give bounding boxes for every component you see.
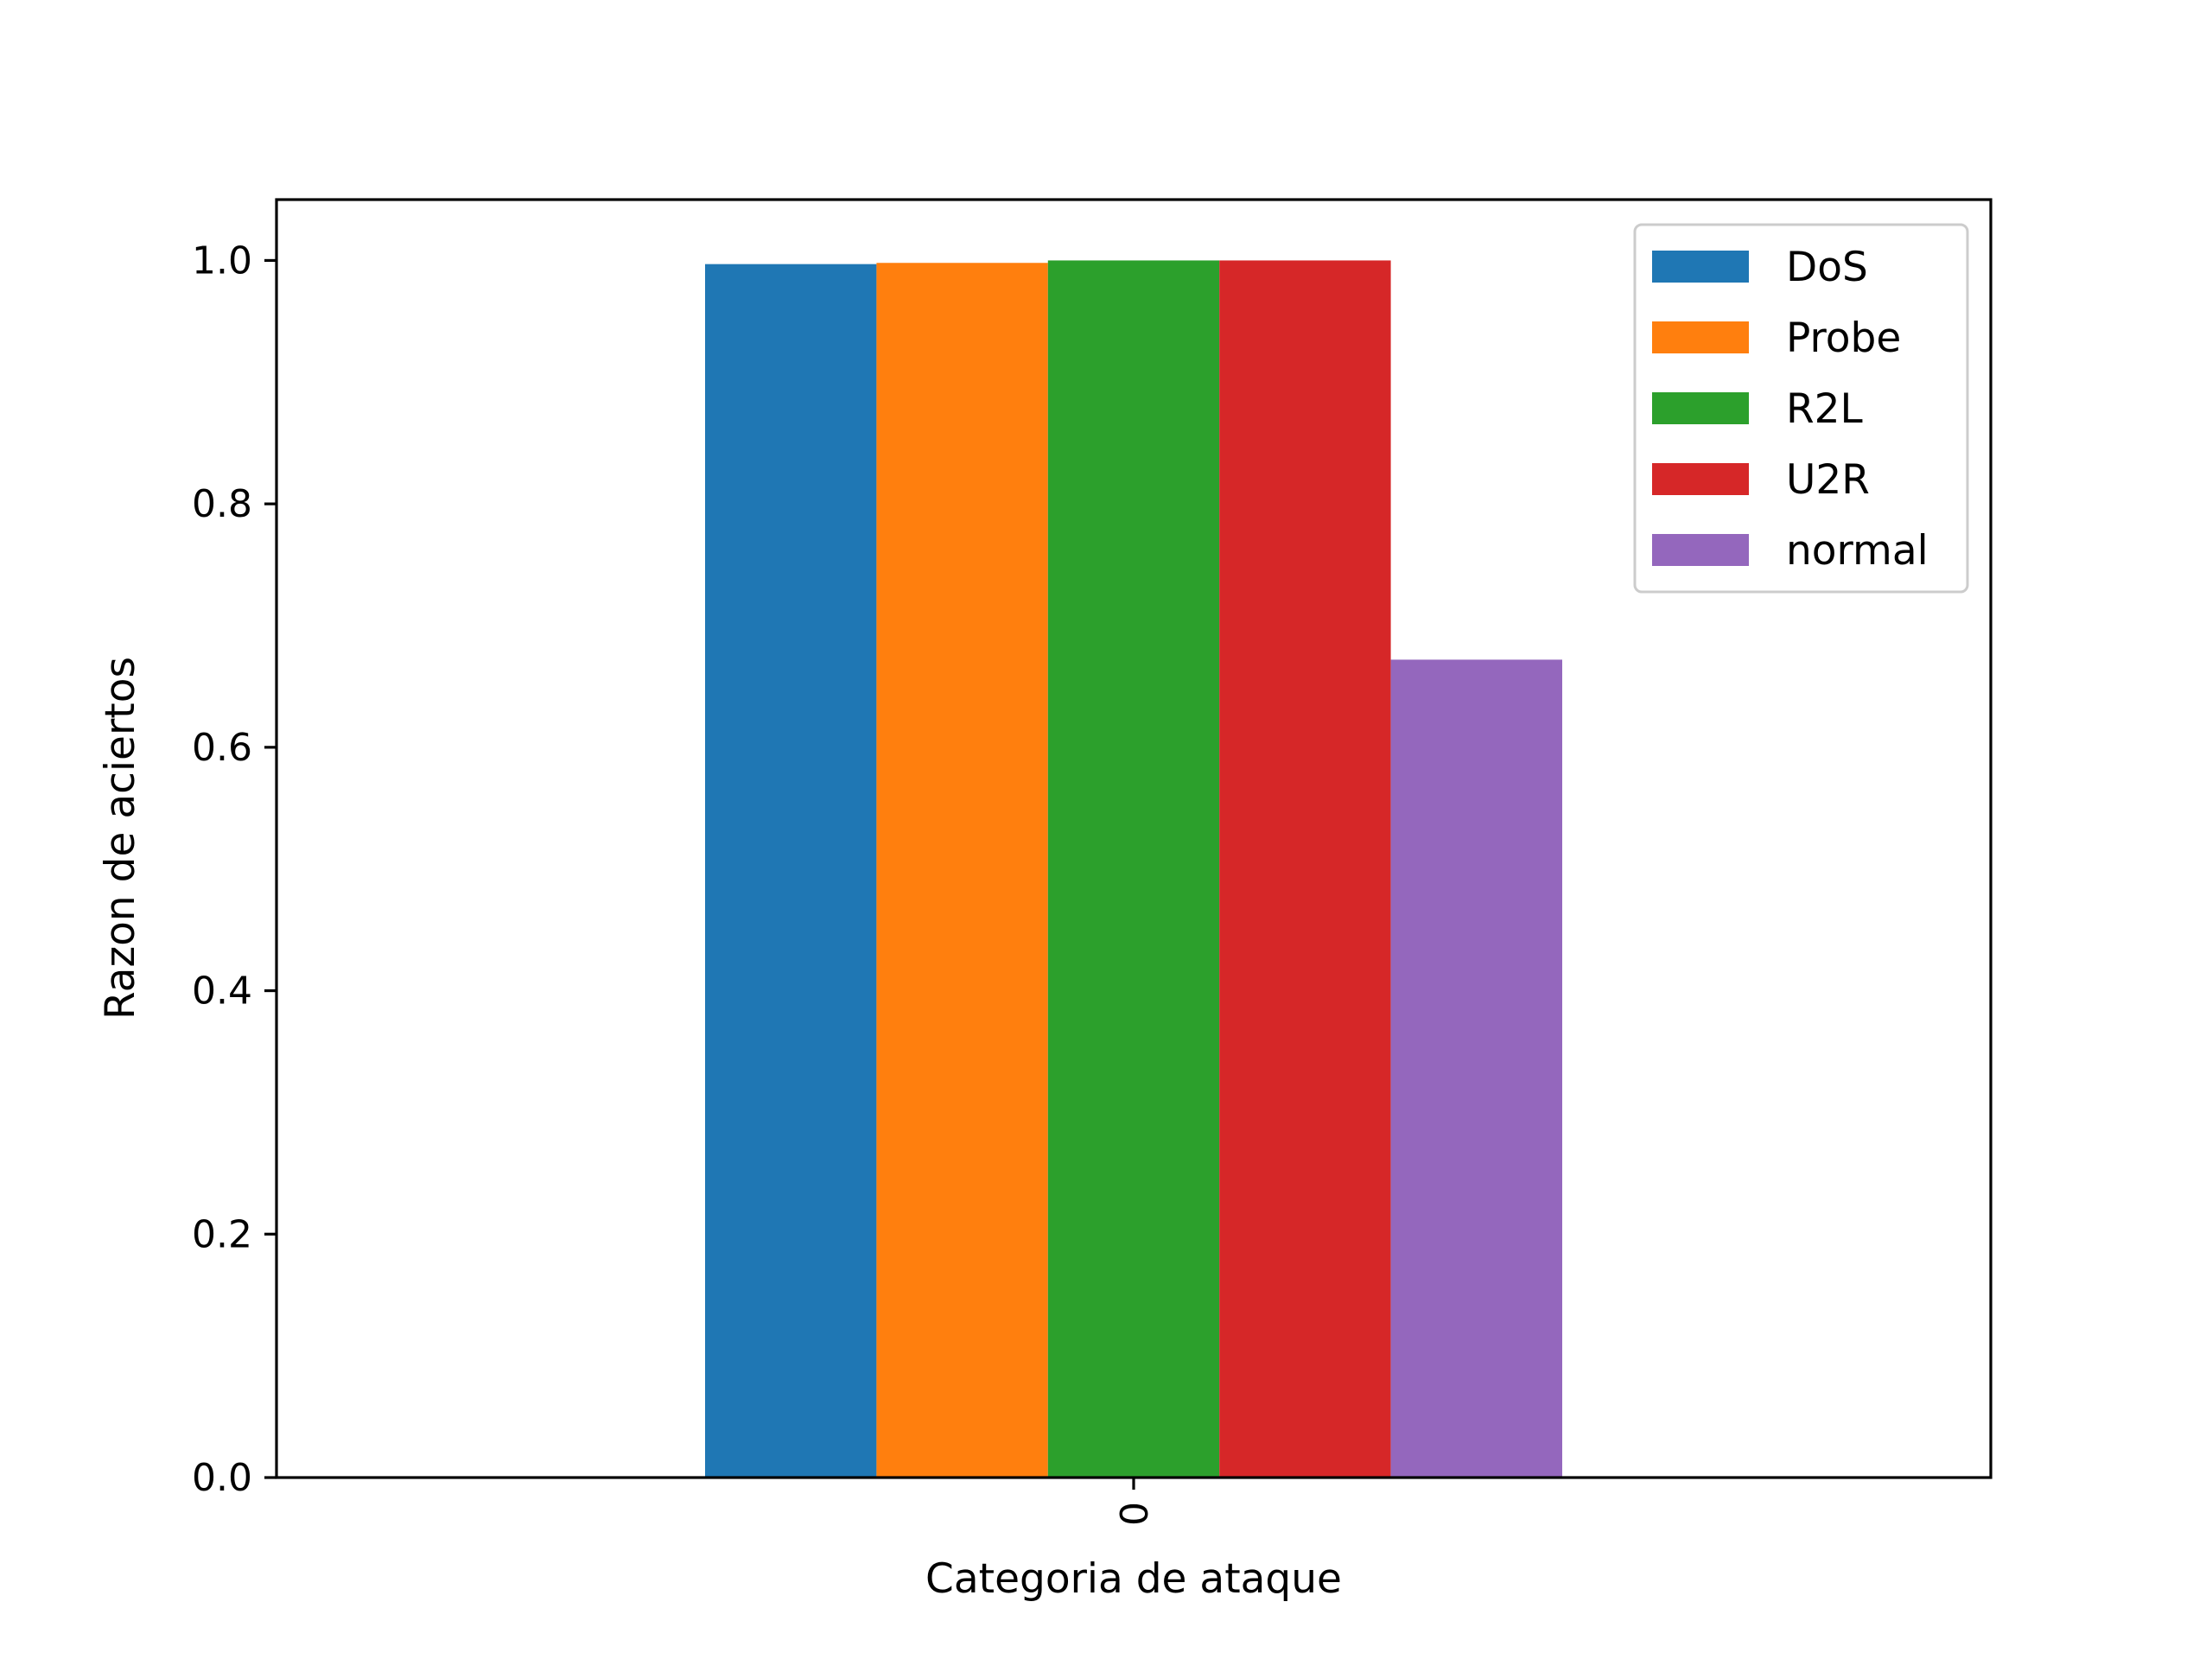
- y-tick-label: 1.0: [192, 238, 252, 283]
- y-axis: 0.0 0.2 0.4 0.6 0.8 1.0: [192, 238, 276, 1500]
- y-tick-label: 0.6: [192, 726, 252, 770]
- legend-label-normal: normal: [1786, 527, 1929, 575]
- bars-group: [705, 260, 1562, 1478]
- plot-frame: [275, 198, 1993, 1479]
- x-axis-label: Categoria de ataque: [925, 1555, 1342, 1603]
- y-tick-label: 0.2: [192, 1212, 252, 1256]
- x-tick-label: 0: [1113, 1502, 1157, 1526]
- legend-swatch-u2r: [1652, 463, 1749, 495]
- legend-swatch-r2l: [1652, 392, 1749, 424]
- x-axis: 0: [1113, 1478, 1157, 1526]
- legend-frame: [1633, 223, 1969, 594]
- y-tick-label: 0.4: [192, 969, 252, 1014]
- legend-swatch-normal: [1652, 534, 1749, 566]
- legend-swatch-dos: [1652, 251, 1749, 283]
- y-tick-label: 0.8: [192, 482, 252, 526]
- legend-swatch-probe: [1652, 321, 1749, 353]
- y-axis-label: Razon de aciertos: [97, 657, 144, 1020]
- legend-label-probe: Probe: [1786, 315, 1901, 362]
- y-tick-label: 0.0: [192, 1456, 252, 1500]
- legend: DoS Probe R2L U2R normal: [1633, 223, 1969, 594]
- legend-label-dos: DoS: [1786, 244, 1868, 291]
- bar-normal: [1390, 659, 1562, 1478]
- bar-dos: [705, 264, 877, 1478]
- legend-label-r2l: R2L: [1786, 385, 1863, 433]
- legend-label-u2r: U2R: [1786, 456, 1870, 504]
- bar-r2l: [1047, 260, 1220, 1478]
- bar-u2r: [1219, 260, 1391, 1478]
- bar-probe: [876, 263, 1048, 1478]
